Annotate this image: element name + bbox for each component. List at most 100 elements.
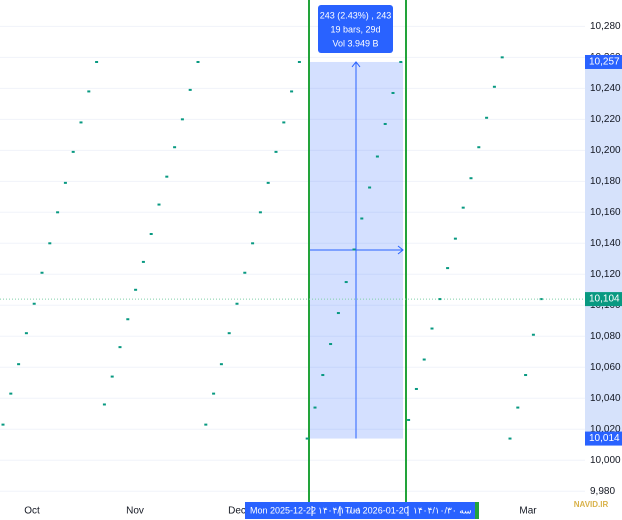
candle bbox=[9, 392, 13, 395]
price-label: 10,104 bbox=[589, 294, 620, 305]
grid bbox=[0, 25, 585, 492]
tooltip-line: 19 bars, 29d bbox=[330, 24, 380, 34]
candles bbox=[1, 56, 543, 440]
candle bbox=[56, 211, 60, 214]
candle bbox=[469, 177, 473, 180]
candle bbox=[102, 403, 106, 406]
candle bbox=[313, 406, 317, 409]
candle bbox=[508, 437, 512, 440]
candle bbox=[258, 211, 262, 214]
y-tick-label: 10,000 bbox=[590, 455, 621, 466]
y-tick-label: 10,220 bbox=[590, 114, 621, 125]
candle bbox=[414, 387, 418, 390]
candle bbox=[165, 175, 169, 178]
candle bbox=[87, 90, 91, 93]
candle bbox=[212, 392, 216, 395]
candle bbox=[173, 146, 177, 149]
candle bbox=[1, 423, 5, 426]
x-tick-label: Nov bbox=[126, 506, 144, 517]
candle bbox=[95, 60, 99, 63]
x-tick-label: Dec bbox=[228, 506, 246, 517]
candle bbox=[524, 374, 528, 377]
candle bbox=[407, 418, 411, 421]
date-range-text: Mon 2025-12-22 bbox=[250, 505, 316, 515]
y-tick-label: 9,980 bbox=[590, 486, 615, 497]
overlay: 10,257 10,104 10,014 243 (2.43%) , 243 19 ba… bbox=[0, 5, 622, 519]
logo: NAVID.IR bbox=[574, 500, 609, 509]
candle bbox=[243, 271, 247, 274]
candle bbox=[266, 181, 270, 184]
candle bbox=[422, 358, 426, 361]
candle bbox=[274, 150, 278, 153]
candle bbox=[157, 203, 161, 206]
tooltip-line: 243 (2.43%) , 243 bbox=[320, 10, 392, 20]
candle bbox=[227, 332, 231, 335]
date-range-end bbox=[475, 502, 479, 519]
candle bbox=[321, 374, 325, 377]
candle bbox=[531, 333, 535, 336]
tooltip-line: Vol 3.949 B bbox=[332, 38, 378, 48]
candle bbox=[461, 206, 465, 209]
candle bbox=[539, 298, 543, 301]
price-label-bg bbox=[585, 431, 622, 446]
candle bbox=[204, 423, 208, 426]
candle bbox=[329, 343, 333, 346]
y-tick-label: 10,280 bbox=[590, 21, 621, 32]
tooltip bbox=[318, 5, 393, 53]
candle bbox=[344, 281, 348, 284]
candle bbox=[251, 242, 255, 245]
candle bbox=[188, 88, 192, 91]
candle bbox=[430, 327, 434, 330]
candle bbox=[336, 312, 340, 315]
candle bbox=[500, 56, 504, 59]
candle bbox=[48, 242, 52, 245]
candle bbox=[453, 237, 457, 240]
arrow-up bbox=[351, 61, 361, 68]
y-tick-label: 10,160 bbox=[590, 207, 621, 218]
y-tick-label: 10,180 bbox=[590, 176, 621, 187]
candle bbox=[485, 116, 489, 119]
candle bbox=[290, 90, 294, 93]
candle bbox=[126, 318, 130, 321]
candle bbox=[352, 248, 356, 251]
x-tick-label: Mar bbox=[519, 506, 537, 517]
measure-area bbox=[308, 0, 407, 502]
candle bbox=[368, 186, 372, 189]
candle bbox=[492, 85, 496, 88]
y-tick-label: 10,140 bbox=[590, 238, 621, 249]
candle bbox=[134, 288, 138, 291]
candle bbox=[235, 302, 239, 305]
candle bbox=[180, 118, 184, 121]
candle bbox=[63, 181, 67, 184]
candle bbox=[141, 260, 145, 263]
candle bbox=[375, 155, 379, 158]
candle bbox=[219, 363, 223, 366]
candle bbox=[360, 217, 364, 220]
arrow-right bbox=[397, 245, 404, 255]
candle bbox=[516, 406, 520, 409]
y-tick-label: 10,080 bbox=[590, 331, 621, 342]
candle bbox=[399, 60, 403, 63]
price-label: 10,257 bbox=[589, 57, 620, 68]
axis-range bbox=[585, 61, 622, 439]
candle bbox=[71, 150, 75, 153]
candle bbox=[477, 146, 481, 149]
candle bbox=[40, 271, 44, 274]
candle bbox=[79, 121, 83, 124]
candle bbox=[446, 267, 450, 270]
candle bbox=[196, 60, 200, 63]
y-tick-label: 10,120 bbox=[590, 269, 621, 280]
date-range-text: ۱۴۰۴/۱۰/۳۰ سه bbox=[413, 505, 472, 515]
candle bbox=[438, 298, 442, 301]
candle bbox=[391, 91, 395, 94]
price-label-bg bbox=[585, 292, 622, 307]
candle bbox=[24, 332, 28, 335]
candle bbox=[149, 233, 153, 236]
x-tick-label: Oct bbox=[24, 506, 40, 517]
price-label-bg bbox=[585, 54, 622, 69]
y-tick-label: 10,200 bbox=[590, 145, 621, 156]
candle bbox=[32, 302, 36, 305]
y-tick-label: 10,040 bbox=[590, 393, 621, 404]
price-label: 10,014 bbox=[589, 433, 620, 444]
